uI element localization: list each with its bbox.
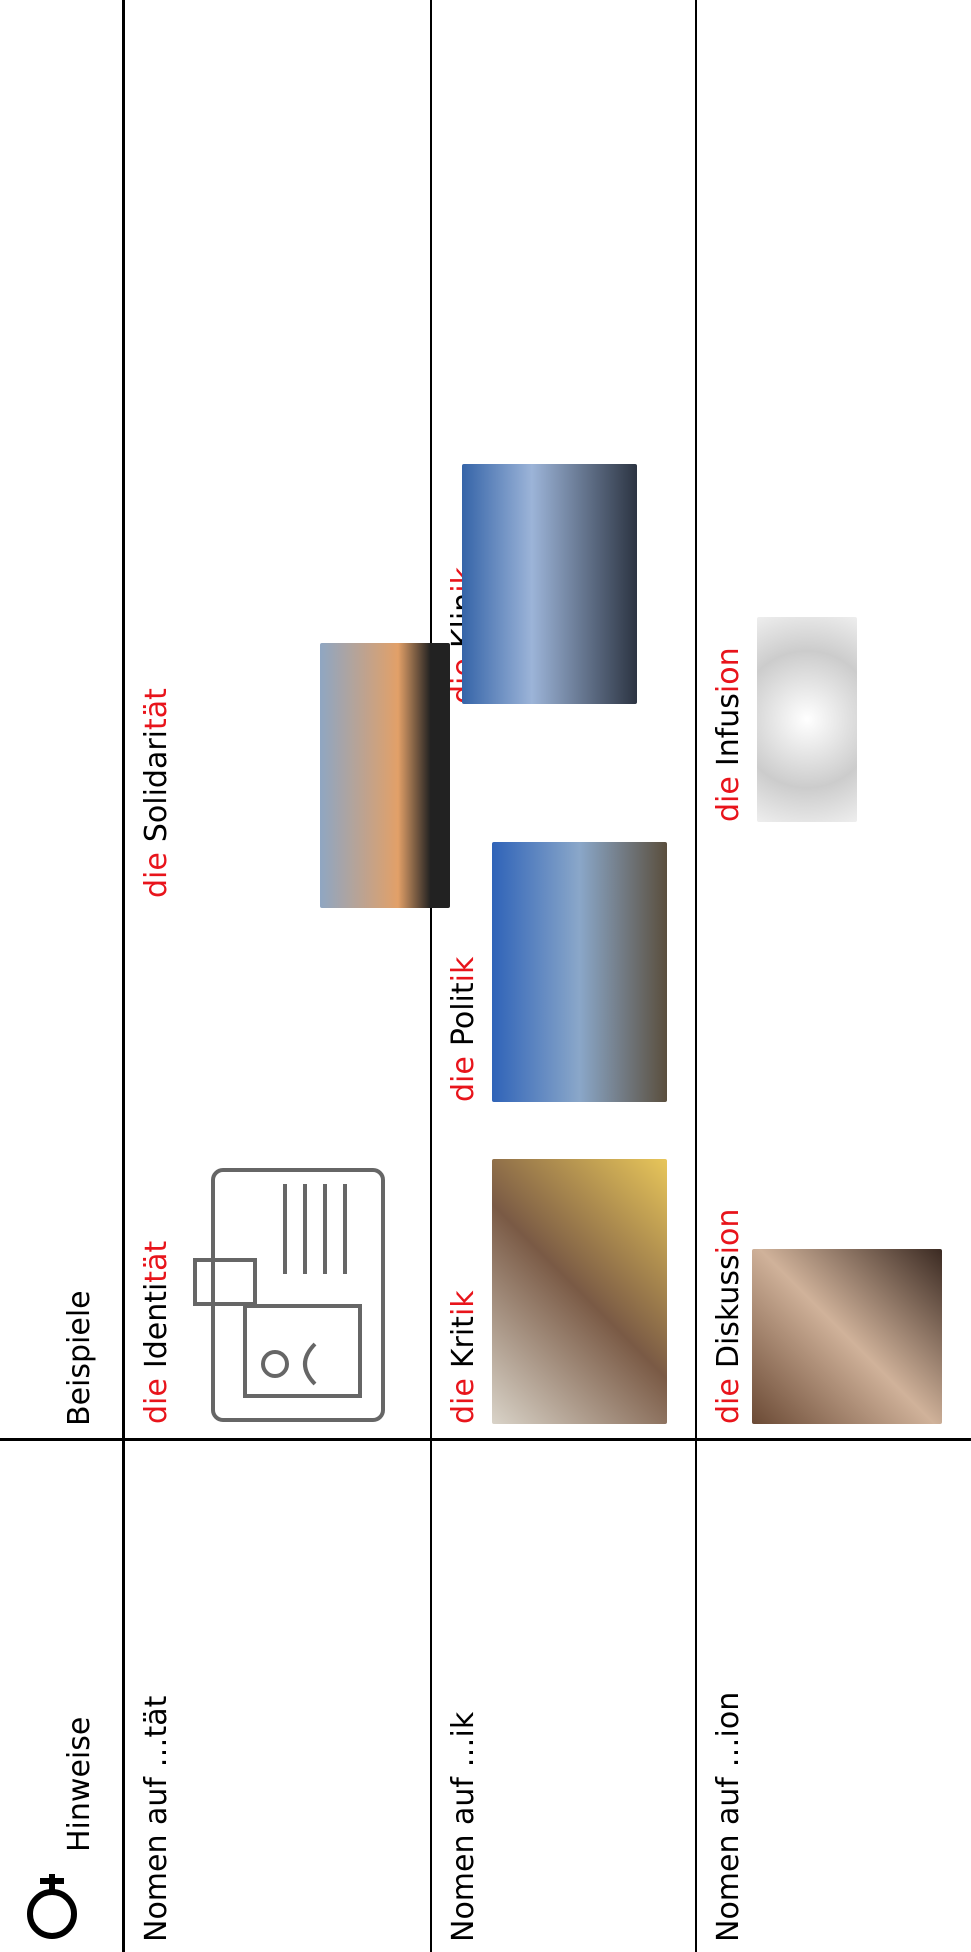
example-suffix: tät — [139, 688, 174, 730]
photo — [462, 464, 637, 704]
example: die Solidarität — [139, 688, 174, 898]
header-examples: Beispiele — [62, 1290, 97, 1426]
row: Nomen auf …tät dieIdentität dieSolidarität — [125, 0, 450, 1952]
hint: Nomen auf …ik — [446, 1711, 481, 1942]
example-article: die — [711, 1378, 746, 1424]
photo — [320, 643, 450, 908]
example-suffix: ion — [711, 647, 746, 694]
example-suffix: ion — [711, 1208, 746, 1255]
example: die Diskussion — [711, 1209, 746, 1424]
photo — [492, 1159, 667, 1424]
examples-cell: dieIdentität dieSolidarität — [125, 0, 450, 1438]
example: die Identität — [139, 1241, 174, 1424]
example-article: die — [446, 1056, 481, 1102]
hint-cell: Nomen auf …tät — [125, 1438, 430, 1952]
header-hint: Hinweise — [62, 1716, 97, 1852]
example-suffix: ik — [446, 1290, 481, 1317]
photo — [757, 617, 857, 822]
row: Nomen auf …ikdieKritikdiePolitikdieKlini… — [432, 0, 697, 1952]
example-stem: Identi — [139, 1282, 174, 1369]
example-stem: Infus — [711, 693, 746, 767]
female-symbol — [27, 1874, 77, 1939]
example: die Infusion — [711, 647, 746, 822]
header-row: Hinweise Beispiele — [0, 0, 125, 1952]
hint: Nomen auf …ion — [711, 1691, 746, 1942]
photo — [752, 1249, 942, 1424]
example-stem: Solidari — [139, 729, 174, 843]
hint-cell: Nomen auf …ik — [432, 1438, 695, 1952]
hint-cell: Nomen auf …ion — [697, 1438, 971, 1952]
example: die Politik — [446, 957, 481, 1102]
examples-cell: dieDiskussion dieInfusion — [697, 0, 971, 1438]
row: Nomen auf …ion dieDiskussion dieInfusion — [697, 0, 971, 1952]
hint: Nomen auf …tät — [139, 1695, 174, 1942]
example-suffix: ik — [446, 956, 481, 983]
examples-cell: dieKritikdiePolitikdieKlinik — [432, 0, 695, 1438]
example-stem: Polit — [446, 982, 481, 1047]
example: die Kritik — [446, 1290, 481, 1424]
example-article: die — [139, 1378, 174, 1424]
example-article: die — [446, 1378, 481, 1424]
example-stem: Diskuss — [711, 1254, 746, 1369]
photo — [492, 842, 667, 1102]
example-stem: Krit — [446, 1316, 481, 1369]
example-article: die — [711, 776, 746, 822]
header-hint-cell: Hinweise — [0, 1438, 122, 1952]
example-suffix: tät — [139, 1240, 174, 1283]
example-article: die — [139, 852, 174, 898]
id-card-icon — [193, 1168, 385, 1422]
header-examples-cell: Beispiele — [0, 0, 122, 1438]
